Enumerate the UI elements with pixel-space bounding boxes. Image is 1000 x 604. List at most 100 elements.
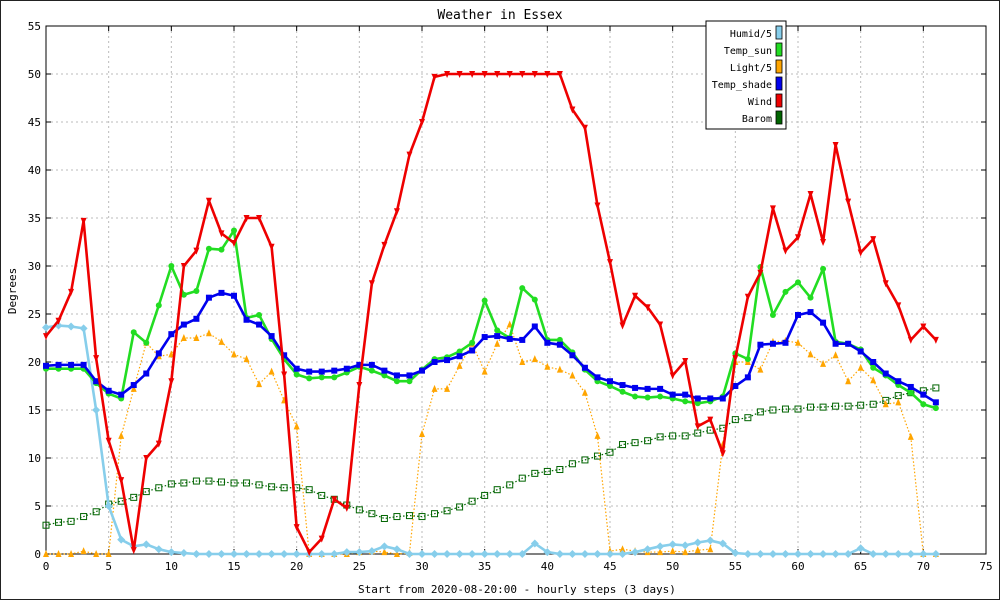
series-temp-shade [43, 289, 939, 406]
data-point [832, 402, 840, 410]
data-point [845, 198, 852, 206]
data-point [481, 71, 488, 78]
data-point [870, 364, 877, 371]
data-point [656, 542, 665, 551]
data-point [130, 547, 137, 555]
data-point [155, 350, 162, 357]
data-point [932, 384, 940, 392]
data-point [405, 512, 413, 520]
data-point [907, 432, 914, 440]
data-point [55, 317, 62, 325]
data-point [331, 496, 338, 504]
data-point [355, 548, 364, 557]
legend-label-wind: Wind [748, 97, 772, 108]
data-point [607, 259, 613, 267]
x-axis-title: Start from 2020-08-20:00 - hourly steps … [358, 583, 676, 596]
data-point [919, 550, 928, 558]
data-point [268, 243, 275, 251]
data-point [644, 385, 651, 392]
legend-swatch-barom [775, 110, 783, 125]
x-tick-label: 20 [290, 560, 303, 573]
data-point [669, 432, 677, 440]
data-point [368, 367, 375, 374]
data-point [669, 547, 676, 555]
legend-label-barom: Barom [742, 114, 772, 125]
y-tick-label: 35 [28, 212, 41, 225]
data-point [393, 550, 400, 557]
data-point [205, 294, 212, 301]
data-point [55, 518, 63, 526]
data-point [343, 365, 350, 372]
data-point [230, 479, 238, 487]
data-point [744, 374, 751, 381]
data-point [268, 333, 275, 340]
data-point [644, 437, 652, 445]
series-line-humid-5 [45, 324, 936, 556]
data-point [581, 456, 589, 464]
data-point [268, 483, 276, 491]
data-point [380, 542, 389, 551]
data-point [381, 367, 388, 374]
data-point [494, 71, 501, 78]
legend-swatch-light-5 [775, 59, 783, 74]
y-tick-label: 45 [28, 116, 41, 129]
data-point [494, 339, 501, 347]
legend: Humid/5 Temp_sun Light/5 Temp_shade Wind Baro… [705, 20, 787, 130]
data-point [256, 215, 263, 222]
data-point [456, 503, 464, 511]
data-point [857, 249, 864, 257]
data-point [443, 507, 451, 515]
data-point [142, 540, 151, 549]
data-point [268, 367, 275, 375]
data-point [718, 539, 727, 548]
data-point [643, 545, 652, 554]
data-point [355, 506, 363, 514]
data-point [356, 361, 363, 368]
data-point [256, 380, 263, 388]
data-point [243, 316, 250, 323]
data-point [894, 550, 903, 558]
data-point [857, 363, 864, 371]
data-point [193, 247, 200, 255]
data-point [444, 384, 451, 392]
data-point [456, 361, 463, 369]
data-point [431, 384, 438, 392]
data-point [707, 416, 714, 424]
data-point [569, 352, 576, 359]
data-point [657, 548, 664, 556]
data-point [42, 323, 50, 332]
legend-swatch-temp-sun [775, 42, 783, 57]
data-point [807, 403, 815, 411]
data-point [732, 355, 739, 363]
data-point [568, 550, 577, 558]
data-point [68, 288, 75, 296]
data-point [43, 362, 49, 369]
x-tick-label: 40 [541, 560, 554, 573]
data-point [231, 292, 237, 299]
data-point [280, 484, 288, 492]
data-point [469, 347, 476, 354]
data-point [255, 550, 264, 558]
data-point [920, 401, 927, 408]
data-point [782, 288, 789, 295]
y-tick-label: 20 [28, 356, 41, 369]
data-point [55, 550, 62, 557]
data-point [519, 358, 526, 365]
data-point [192, 477, 200, 485]
data-point [92, 406, 101, 414]
data-point [118, 477, 125, 485]
data-point [769, 205, 776, 213]
data-point [619, 322, 626, 330]
data-point [118, 391, 125, 398]
data-point [906, 550, 915, 558]
y-tick-label: 30 [28, 260, 41, 273]
data-point [143, 339, 150, 346]
series-barom [42, 384, 940, 529]
data-point [243, 215, 250, 222]
data-point [519, 336, 526, 343]
data-point [518, 550, 527, 558]
data-point [456, 348, 463, 355]
data-point [367, 547, 376, 556]
data-point [431, 359, 438, 365]
